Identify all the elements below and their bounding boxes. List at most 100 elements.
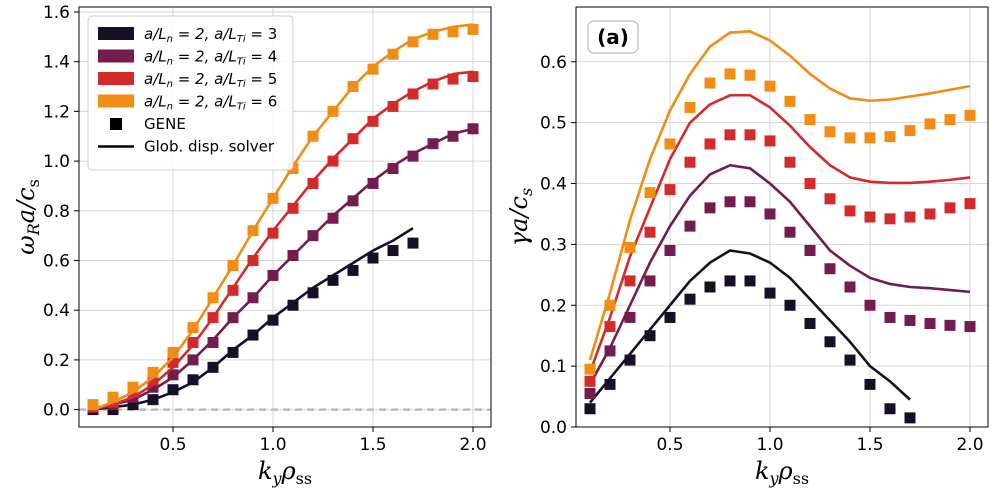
gene-point bbox=[604, 321, 616, 333]
gene-point bbox=[167, 369, 179, 381]
gene-point bbox=[227, 346, 239, 358]
gene-point bbox=[844, 354, 856, 366]
gene-point bbox=[744, 69, 756, 81]
y-tick-label: 1.2 bbox=[43, 102, 70, 122]
gene-point bbox=[447, 130, 459, 142]
legend-swatch-1 bbox=[98, 27, 134, 40]
gene-point bbox=[964, 198, 976, 210]
y-tick-label: 0.3 bbox=[540, 235, 567, 255]
y-tick-label: 1.4 bbox=[43, 53, 70, 73]
gene-point bbox=[904, 211, 916, 223]
chart-omega-real: 0.5 1.0 1.5 2.0 0.0 0.2 0.4 0.6 0.8 1.0 1.2 1.4 1.6 k… bbox=[12, 3, 492, 488]
gene-point bbox=[327, 155, 339, 167]
gene-point bbox=[167, 356, 179, 368]
gene-point bbox=[167, 384, 179, 396]
gene-point bbox=[684, 293, 696, 305]
y-tick-label: 0.5 bbox=[540, 114, 567, 134]
y-tick-label: 0.4 bbox=[43, 301, 70, 321]
y-tick-label: 0.4 bbox=[540, 175, 567, 195]
gene-point bbox=[307, 287, 319, 299]
y-tick-label: 0.2 bbox=[540, 296, 567, 316]
gene-point bbox=[784, 226, 796, 238]
gene-point bbox=[427, 78, 439, 90]
gene-point bbox=[467, 123, 479, 135]
gene-point bbox=[327, 274, 339, 286]
panel-label: (a) bbox=[587, 20, 639, 54]
gene-point bbox=[604, 299, 616, 311]
gene-point bbox=[247, 292, 259, 304]
gene-point bbox=[367, 63, 379, 75]
x-axis-label: kyρss bbox=[258, 457, 312, 488]
gene-point bbox=[704, 77, 716, 89]
y-tick-label: 0.2 bbox=[43, 351, 70, 371]
gene-point bbox=[267, 314, 279, 326]
gene-point bbox=[844, 132, 856, 144]
gene-point bbox=[884, 311, 896, 323]
gene-point bbox=[447, 26, 459, 38]
gene-point bbox=[604, 345, 616, 357]
gene-point bbox=[267, 192, 279, 204]
gene-point bbox=[904, 412, 916, 424]
x-tick-label: 0.5 bbox=[656, 435, 683, 455]
gene-point bbox=[764, 80, 776, 92]
gene-point bbox=[387, 48, 399, 60]
legend-swatch-2 bbox=[98, 49, 134, 63]
x-tick-label: 1.5 bbox=[856, 435, 883, 455]
y-tick-label: 0.6 bbox=[43, 251, 70, 271]
gene-point bbox=[824, 336, 836, 348]
gene-point bbox=[287, 202, 299, 214]
gene-point bbox=[804, 244, 816, 256]
gene-point bbox=[287, 163, 299, 175]
gene-point bbox=[347, 264, 359, 276]
gene-point bbox=[824, 193, 836, 205]
gene-point bbox=[407, 88, 419, 100]
gene-point bbox=[247, 254, 259, 266]
x-tick-label: 1.5 bbox=[359, 435, 386, 455]
x-tick-label: 1.0 bbox=[756, 435, 783, 455]
gene-point bbox=[267, 269, 279, 281]
gene-point bbox=[427, 138, 439, 150]
plot-area bbox=[79, 23, 491, 416]
x-tick-label: 2.0 bbox=[956, 435, 983, 455]
gene-point bbox=[347, 81, 359, 93]
gene-point bbox=[427, 28, 439, 40]
gene-point bbox=[207, 292, 219, 304]
legend-label-4: a/Ln = 2, a/LTi = 6 bbox=[144, 93, 277, 113]
gene-point bbox=[704, 281, 716, 293]
legend-label-2: a/Ln = 2, a/LTi = 4 bbox=[144, 48, 277, 68]
legend-label-3: a/Ln = 2, a/LTi = 5 bbox=[144, 70, 277, 90]
gene-point bbox=[127, 399, 139, 411]
axes-frame bbox=[78, 6, 492, 428]
gene-point bbox=[924, 208, 936, 220]
gene-point bbox=[664, 138, 676, 150]
gene-point bbox=[584, 403, 596, 415]
gene-point bbox=[387, 100, 399, 112]
gene-point bbox=[884, 403, 896, 415]
gene-point bbox=[624, 354, 636, 366]
gene-point bbox=[584, 388, 596, 400]
gene-point bbox=[624, 275, 636, 287]
gene-point bbox=[584, 363, 596, 375]
gene-point bbox=[944, 319, 956, 331]
gene-point bbox=[167, 346, 179, 358]
legend-swatch-4 bbox=[98, 94, 134, 108]
axes-frame bbox=[575, 6, 989, 428]
series-line-1 bbox=[588, 249, 911, 404]
gene-point bbox=[944, 114, 956, 126]
gene-point bbox=[664, 184, 676, 196]
gene-point bbox=[744, 129, 756, 141]
gene-point bbox=[187, 374, 199, 386]
legend-label-solver: Glob. disp. solver bbox=[144, 138, 275, 156]
gene-point bbox=[664, 311, 676, 323]
gene-point bbox=[964, 109, 976, 121]
gene-point bbox=[387, 163, 399, 175]
gene-point bbox=[884, 213, 896, 225]
legend: a/Ln = 2, a/LTi = 3a/Ln = 2, a/LTi = 4a/… bbox=[87, 15, 294, 171]
gene-point bbox=[684, 156, 696, 168]
gene-point bbox=[207, 361, 219, 373]
gene-point bbox=[804, 178, 816, 190]
gene-point bbox=[207, 312, 219, 324]
gene-point bbox=[287, 250, 299, 262]
gene-point bbox=[644, 275, 656, 287]
legend-label-gene: GENE bbox=[144, 115, 186, 133]
